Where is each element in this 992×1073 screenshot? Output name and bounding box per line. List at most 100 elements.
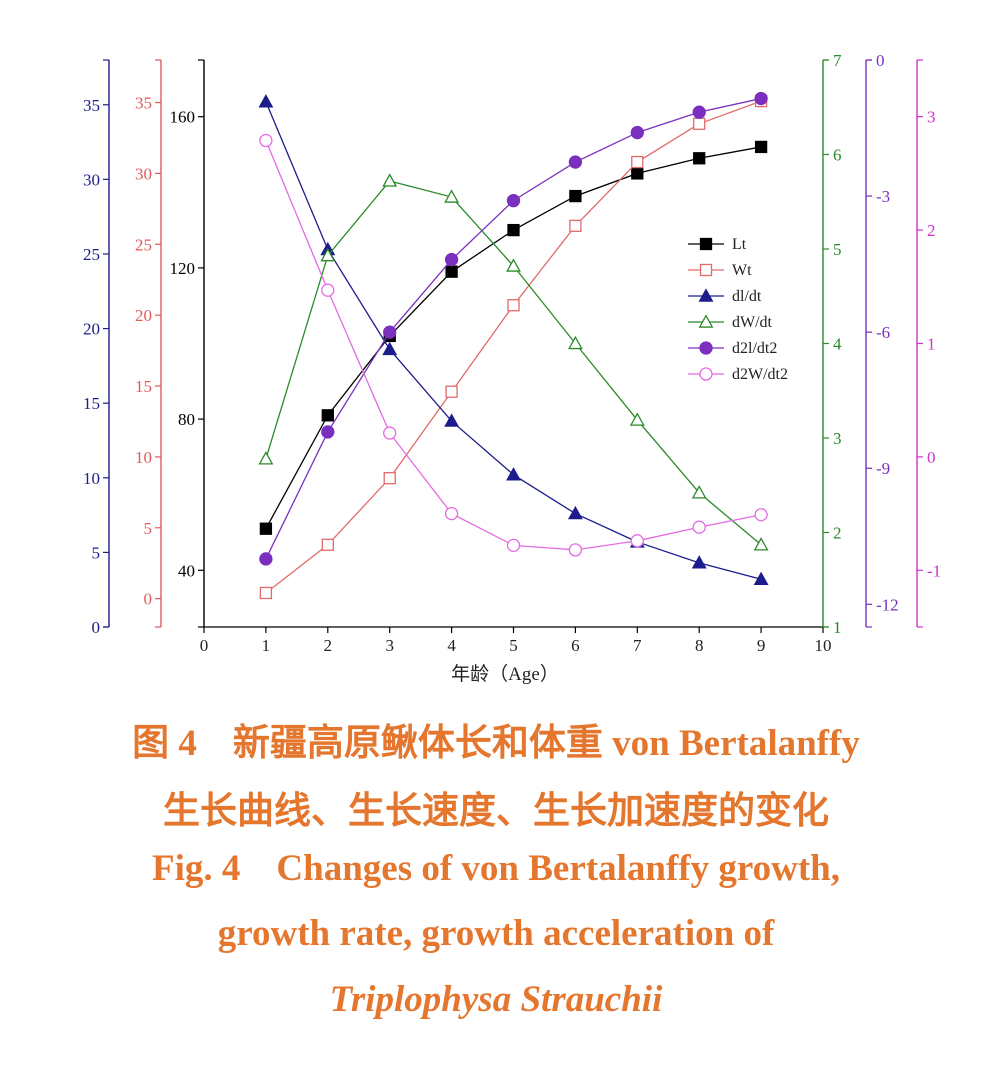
legend-swatch-marker [699, 237, 713, 251]
data-point [567, 335, 583, 350]
data-point [507, 299, 520, 312]
series-line [265, 100, 762, 594]
axis_Lt-tick-label: 80 [178, 410, 195, 429]
caption-title-cn-2: 生长曲线、生长速度、生长加速度的变化 [163, 791, 829, 832]
legend-item: dW/dt [688, 314, 773, 331]
data-point [692, 520, 706, 534]
legend-label: d2W/dt2 [732, 366, 788, 383]
growth-chart: 0 1 2 3 4 5 6 7 8 9 100510152025303505101520253035… [83, 51, 941, 685]
axis_dW-tick-label: 3 [833, 429, 842, 448]
data-point [629, 412, 645, 426]
axis_dW-tick-label: 4 [833, 335, 842, 354]
data-point [259, 586, 273, 600]
data-point [258, 451, 274, 465]
x-tick-label: 7 [633, 636, 642, 655]
axis_Wt-tick-label: 25 [135, 235, 152, 254]
legend-swatch-marker [698, 288, 714, 302]
axis_dW-tick-label: 7 [833, 51, 842, 70]
axis_dl-tick-label: 0 [92, 618, 101, 637]
data-point [754, 508, 768, 522]
axis_Wt-tick-label: 0 [144, 590, 153, 609]
legend-swatch-marker [698, 314, 714, 328]
series-3 [258, 173, 769, 551]
series-line [265, 101, 762, 580]
data-point [445, 385, 458, 398]
figure-label-cn: 图 4 [132, 723, 197, 764]
legend-label: d2l/dt2 [732, 340, 777, 357]
legend-label: Lt [732, 236, 747, 253]
caption-line-4: growth rate, growth acceleration of [0, 912, 992, 955]
legend-swatch-marker [699, 341, 713, 355]
axis_d2l-tick-label: -12 [876, 595, 899, 614]
axis_d2l-tick-label: -3 [876, 187, 890, 206]
data-point [321, 283, 335, 297]
data-point [568, 155, 583, 169]
caption-line-5: Triplophysa Strauchii [0, 978, 992, 1021]
axis_dW-tick-label: 5 [833, 240, 842, 259]
axis_dl-tick-label: 25 [83, 245, 100, 264]
data-point [444, 506, 459, 521]
data-point [258, 94, 274, 108]
axis_Wt-tick-label: 15 [135, 377, 152, 396]
x-tick-label: 8 [695, 636, 704, 655]
legend-item: Lt [688, 236, 747, 253]
axis_dl-tick-label: 5 [92, 543, 101, 562]
x-axis-label: 年龄（Age） [451, 663, 559, 685]
data-point [259, 522, 273, 535]
axis_d2W-tick-label: 0 [927, 448, 936, 467]
caption-title-cn: 新疆高原鳅体长和体重 von Bertalanffy [232, 723, 860, 764]
data-point [444, 252, 459, 267]
data-point [383, 472, 396, 485]
data-point [506, 258, 521, 272]
x-tick-label: 2 [324, 636, 333, 655]
caption-line-1: 图 4 新疆高原鳅体长和体重 von Bertalanffy [0, 712, 992, 766]
legend-label: dl/dt [732, 288, 762, 305]
axis_Wt-tick-label: 20 [135, 306, 152, 325]
data-point [630, 534, 644, 548]
data-point [507, 223, 520, 237]
data-point [321, 409, 334, 422]
axis_dl-tick-label: 15 [83, 394, 100, 413]
axis_dl-tick-label: 20 [83, 320, 100, 339]
series-4 [259, 91, 768, 566]
axis_dl-tick-label: 10 [83, 469, 100, 488]
axis_d2l-tick-label: -6 [876, 323, 890, 342]
axis_dW-tick-label: 1 [833, 618, 842, 637]
series-2 [258, 94, 769, 585]
data-point [321, 425, 335, 439]
data-point [320, 247, 336, 262]
data-point [568, 543, 583, 557]
series-layer [258, 91, 769, 600]
data-point [754, 140, 768, 154]
x-tick-label: 3 [385, 636, 394, 655]
data-point [753, 571, 769, 585]
axis_d2l-tick-label: -9 [876, 459, 890, 478]
series-5 [259, 133, 768, 557]
legend: Lt Wt dl/dt dW/dt d2l/dt2 d2W/dt2 [688, 236, 788, 383]
axis_d2l-tick-label: 0 [876, 51, 885, 70]
axis_Lt-tick-label: 160 [170, 108, 196, 127]
data-point [567, 505, 583, 520]
data-point [754, 91, 768, 106]
data-point [444, 413, 460, 427]
legend-item: Wt [688, 262, 752, 279]
data-point [444, 189, 460, 203]
axis_dl-tick-label: 30 [83, 170, 100, 189]
data-point [631, 167, 644, 180]
x-tick-label: 9 [757, 636, 766, 655]
caption-line-3: Fig. 4 Changes of von Bertalanffy growth, [0, 847, 992, 890]
axes-layer: 0 1 2 3 4 5 6 7 8 9 100510152025303505101520253035… [83, 51, 941, 655]
data-point [383, 426, 397, 440]
data-point [382, 341, 398, 356]
data-point [630, 125, 644, 140]
x-tick-label: 10 [815, 636, 832, 655]
axis_Wt-tick-label: 30 [135, 164, 152, 183]
data-point [506, 538, 521, 553]
legend-item: dl/dt [688, 288, 762, 305]
data-point [321, 538, 334, 551]
data-point [691, 555, 707, 569]
x-tick-label: 1 [262, 636, 271, 655]
legend-label: Wt [732, 262, 752, 279]
axis_d2W-tick-label: 3 [927, 108, 936, 127]
legend-item: d2W/dt2 [688, 366, 788, 383]
